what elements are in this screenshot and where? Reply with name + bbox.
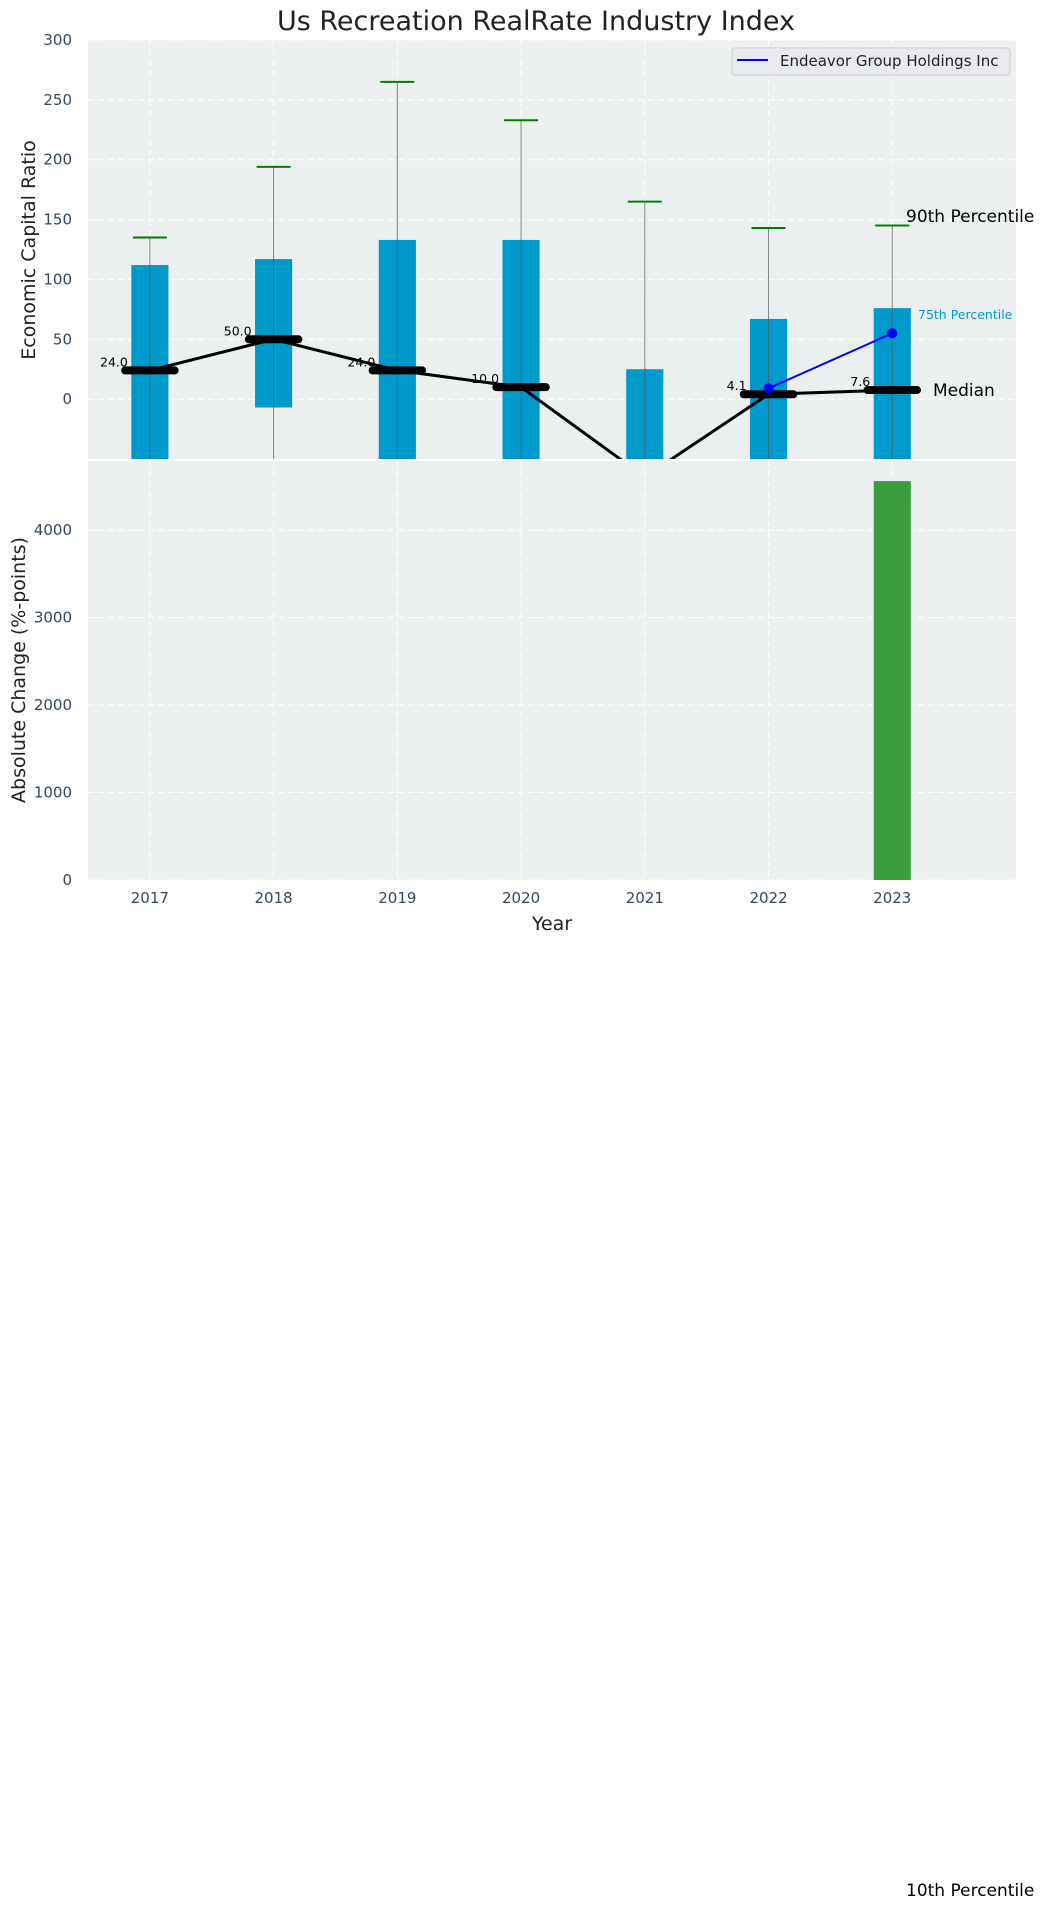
- median-label-2023: 7.6: [850, 374, 870, 389]
- x-tick-label: 2018: [255, 889, 293, 907]
- y-tick-label: 250: [43, 91, 72, 109]
- y-tick-label: 50: [53, 330, 72, 348]
- x-axis-label: Year: [531, 913, 572, 935]
- top-axes-bg: [88, 40, 1016, 459]
- annotation-10th: 10th Percentile: [906, 1881, 1034, 1901]
- legend-label-company: Endeavor Group Holdings Inc: [780, 52, 998, 70]
- annotation-75th: 75th Percentile: [918, 307, 1013, 322]
- median-label-2019: 24.0: [347, 354, 375, 369]
- company-line: [768, 332, 893, 390]
- median-label-2022: 4.1: [727, 378, 747, 393]
- x-tick-label: 2019: [378, 889, 416, 907]
- bottom-axes-bg: [88, 461, 1016, 880]
- company-point-2023: [887, 328, 898, 339]
- y-tick-label: 2000: [34, 696, 72, 714]
- y-tick-label: 200: [43, 151, 72, 169]
- y-tick-label: 3000: [34, 609, 72, 627]
- y-tick-label: 1000: [34, 784, 72, 802]
- bottom-y-axis-label: Absolute Change (%-points): [8, 537, 30, 803]
- change-bar-2023: [873, 481, 911, 880]
- y-tick-label: 4000: [34, 521, 72, 539]
- annotation-median: Median: [933, 381, 995, 401]
- bottom-plot-area: [873, 481, 911, 880]
- y-tick-label: 300: [43, 31, 72, 49]
- x-tick-label: 2023: [873, 889, 911, 907]
- y-tick-label: 0: [62, 871, 72, 889]
- legend: Endeavor Group Holdings Inc: [731, 47, 1011, 76]
- annotation-90th: 90th Percentile: [906, 207, 1034, 227]
- y-tick-label: 100: [43, 270, 72, 288]
- x-tick-label: 2017: [131, 889, 169, 907]
- median-label-2018: 50.0: [224, 323, 252, 338]
- x-tick-label: 2022: [749, 889, 787, 907]
- top-plot-area: 24.0 50.0 24.0 10.0 4.1 7.6: [100, 80, 922, 459]
- x-tick-label: 2020: [502, 889, 540, 907]
- top-y-axis-label: Economic Capital Ratio: [18, 140, 40, 359]
- y-tick-label: 0: [62, 390, 72, 408]
- company-point-2022: [763, 383, 774, 394]
- median-label-2017: 24.0: [100, 354, 128, 369]
- median-label-2020: 10.0: [471, 371, 499, 386]
- x-tick-label: 2021: [626, 889, 664, 907]
- y-tick-label: 150: [43, 211, 72, 229]
- chart-title: Us Recreation RealRate Industry Index: [277, 6, 795, 37]
